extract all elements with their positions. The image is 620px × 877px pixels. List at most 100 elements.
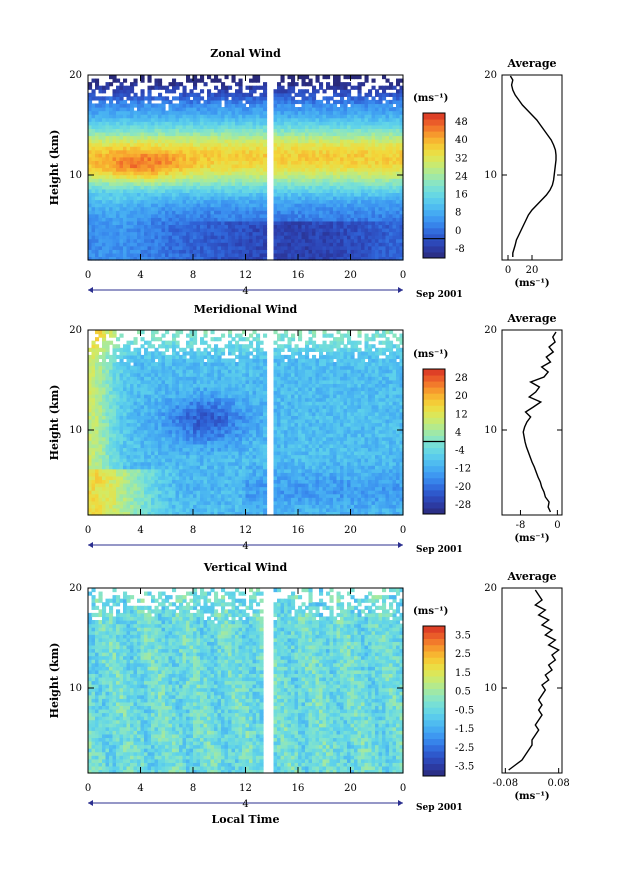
heatmap-cell (137, 135, 141, 139)
heatmap-cell (246, 242, 250, 246)
heatmap-cell (389, 100, 393, 104)
heatmap-cell (386, 221, 390, 225)
heatmap-cell (319, 235, 323, 239)
heatmap-cell (379, 249, 383, 253)
heatmap-cell (365, 143, 369, 147)
heatmap-cell (288, 96, 292, 100)
x-tick-label: 12 (239, 270, 252, 281)
heatmap-cell (382, 89, 386, 93)
heatmap-cell (88, 153, 92, 157)
heatmap-cell (99, 175, 103, 179)
heatmap-cell (295, 178, 299, 182)
heatmap-cell (200, 182, 204, 186)
heatmap-cell (123, 168, 127, 172)
heatmap-cell (347, 107, 351, 111)
heatmap-cell (326, 135, 330, 139)
heatmap-cell (263, 228, 267, 232)
heatmap-cell (183, 146, 187, 150)
heatmap-cell (214, 168, 218, 172)
heatmap-cell (179, 203, 183, 207)
heatmap-cell (95, 465, 99, 469)
heatmap-cell (211, 242, 215, 246)
heatmap-cell (274, 125, 278, 129)
heatmap-cell (109, 412, 113, 416)
heatmap-cell (120, 380, 124, 384)
heatmap-cell (253, 249, 257, 253)
heatmap-cell (109, 189, 113, 193)
heatmap-cell (281, 253, 285, 257)
heatmap-cell (393, 221, 397, 225)
heatmap-cell (277, 111, 281, 115)
heatmap-cell (256, 203, 260, 207)
heatmap-cell (158, 207, 162, 211)
heatmap-cell (358, 239, 362, 243)
heatmap-cell (291, 207, 295, 211)
heatmap-cell (263, 143, 267, 147)
heatmap-cell (92, 118, 96, 122)
heatmap-cell (120, 490, 124, 494)
heatmap-cell (102, 401, 106, 405)
heatmap-cell (106, 214, 110, 218)
heatmap-cell (239, 253, 243, 257)
heatmap-cell (92, 93, 96, 97)
heatmap-cell (99, 107, 103, 111)
heatmap-cell (375, 246, 379, 250)
heatmap-cell (165, 253, 169, 257)
heatmap-cell (211, 125, 215, 129)
heatmap-cell (179, 132, 183, 136)
heatmap-cell (134, 504, 138, 508)
heatmap-cell (176, 224, 180, 228)
heatmap-cell (393, 135, 397, 139)
heatmap-cell (130, 100, 134, 104)
heatmap-cell (386, 121, 390, 125)
heatmap-cell (172, 210, 176, 214)
heatmap-cell (260, 196, 264, 200)
heatmap-cell (120, 143, 124, 147)
heatmap-cell (155, 82, 159, 86)
heatmap-cell (354, 143, 358, 147)
heatmap-cell (193, 249, 197, 253)
heatmap-cell (106, 203, 110, 207)
heatmap-cell (375, 175, 379, 179)
heatmap-cell (260, 135, 264, 139)
heatmap-cell (193, 135, 197, 139)
heatmap-cell (200, 239, 204, 243)
heatmap-cell (204, 178, 208, 182)
heatmap-cell (95, 139, 99, 143)
heatmap-cell (155, 143, 159, 147)
heatmap-cell (281, 224, 285, 228)
heatmap-cell (158, 242, 162, 246)
heatmap-cell (214, 203, 218, 207)
heatmap-cell (130, 214, 134, 218)
heatmap-cell (127, 451, 131, 455)
heatmap-cell (319, 132, 323, 136)
heatmap-cell (95, 358, 99, 362)
heatmap-cell (368, 207, 372, 211)
heatmap-cell (396, 207, 400, 211)
heatmap-cell (260, 203, 264, 207)
heatmap-cell (221, 214, 225, 218)
heatmap-cell (249, 103, 253, 107)
heatmap-cell (284, 89, 288, 93)
heatmap-cell (88, 210, 92, 214)
heatmap-cell (382, 150, 386, 154)
heatmap-cell (326, 217, 330, 221)
heatmap-cell (99, 228, 103, 232)
heatmap-cell (162, 200, 166, 204)
heatmap-cell (291, 153, 295, 157)
heatmap-cell (134, 150, 138, 154)
heatmap-cell (319, 210, 323, 214)
heatmap-cell (190, 168, 194, 172)
heatmap-cell (218, 96, 222, 100)
heatmap-cell (228, 150, 232, 154)
heatmap-cell (99, 387, 103, 391)
heatmap-cell (183, 157, 187, 161)
heatmap-cell (288, 178, 292, 182)
heatmap-cell (130, 458, 134, 462)
heatmap-cell (95, 494, 99, 498)
heatmap-cell (256, 168, 260, 172)
heatmap-cell (330, 175, 334, 179)
heatmap-cell (120, 100, 124, 104)
heatmap-cell (134, 487, 138, 491)
heatmap-cell (120, 479, 124, 483)
